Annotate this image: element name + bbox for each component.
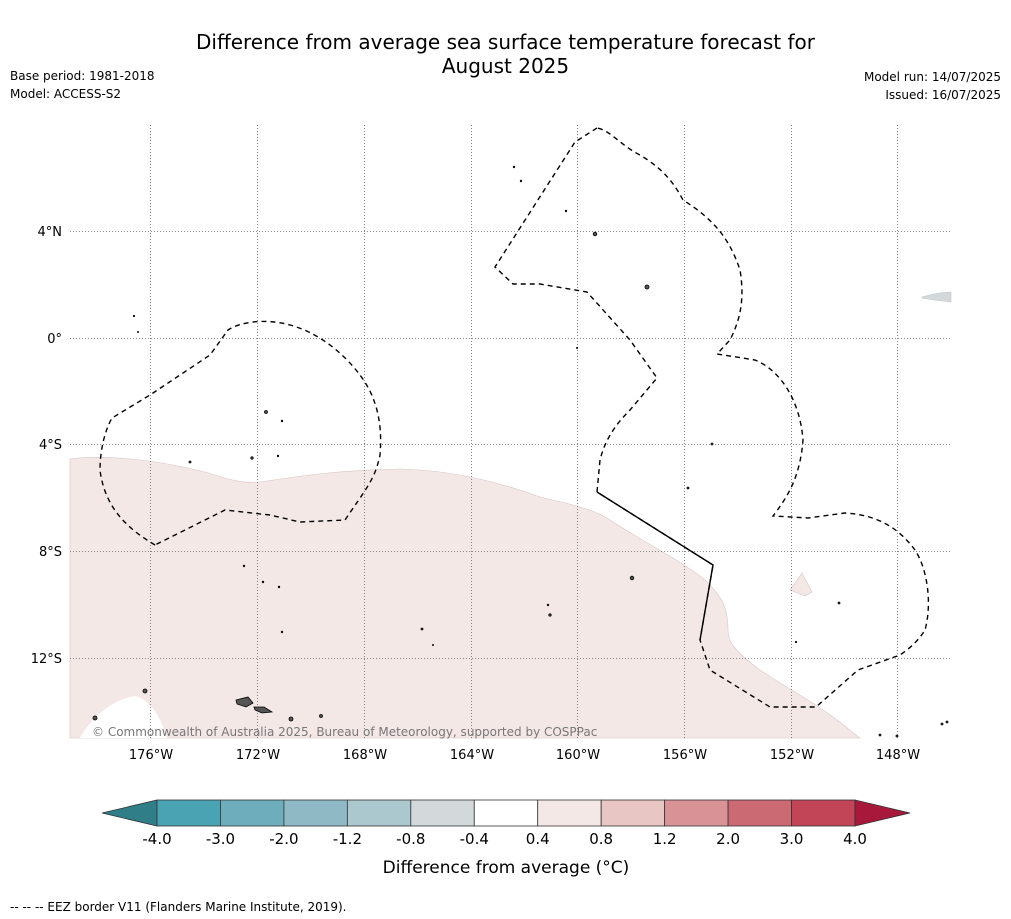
colorbar-tick-label: -4.0 <box>142 830 171 848</box>
colorbar <box>101 799 911 827</box>
colorbar-tick-label: 2.0 <box>716 830 740 848</box>
model-name: Model: ACCESS-S2 <box>10 87 122 101</box>
copyright-notice: © Commonwealth of Australia 2025, Bureau… <box>92 725 597 739</box>
near-average-region <box>80 696 167 738</box>
colorbar-segment <box>600 799 666 827</box>
colorbar-tick-label: 0.4 <box>526 830 550 848</box>
colorbar-tick-labels: -4.0 -3.0 -2.0 -1.2 -0.8 -0.4 0.4 0.8 1.2 2.0 3.0 4… <box>142 830 867 848</box>
lon-label-176w: 176°W <box>129 748 173 763</box>
colorbar-segment <box>727 799 792 827</box>
colorbar-title: Difference from average (°C) <box>383 858 630 878</box>
lon-label-160w: 160°W <box>556 748 600 763</box>
island-samoa-savaii <box>235 696 254 708</box>
colorbar-extend-high <box>854 799 911 827</box>
lon-label-168w: 168°W <box>343 748 387 763</box>
base-period: Base period: 1981-2018 <box>10 69 155 83</box>
model-run-date: Model run: 14/07/2025 <box>863 70 1001 84</box>
latitude-labels: 4°N 0° 4°S 8°S 12°S <box>31 225 62 667</box>
map-title: Difference from average sea surface temp… <box>0 30 1011 78</box>
lon-label-152w: 152°W <box>770 748 814 763</box>
eez-legend-note: -- -- -- EEZ border V11 (Flanders Marine… <box>10 900 347 914</box>
lat-label-12s: 12°S <box>31 652 62 667</box>
colorbar-tick-label: -1.2 <box>333 830 362 848</box>
colorbar-tick-label: 1.2 <box>653 830 677 848</box>
colorbar-segment <box>410 799 475 827</box>
colorbar-tick-label: -2.0 <box>269 830 298 848</box>
model-info: Base period: 1981-2018 Model: ACCESS-S2 <box>10 67 155 103</box>
gridlines <box>70 125 951 738</box>
islands <box>92 165 949 738</box>
island-samoa-upolu <box>253 706 274 714</box>
eez-border-west <box>99 320 382 546</box>
run-info: Model run: 14/07/2025 Issued: 16/07/2025 <box>864 68 1001 104</box>
lat-label-4s: 4°S <box>39 438 62 453</box>
lon-label-172w: 172°W <box>236 748 280 763</box>
colorbar-tick-label: 0.8 <box>589 830 613 848</box>
lon-label-148w: 148°W <box>876 748 920 763</box>
colorbar-tick-label: -0.4 <box>460 830 489 848</box>
colorbar-segment <box>664 799 729 827</box>
colorbar-extend-low <box>101 799 158 827</box>
lon-label-164w: 164°W <box>450 748 494 763</box>
colorbar-tick-label: 4.0 <box>843 830 867 848</box>
map-title-line1: Difference from average sea surface temp… <box>195 30 815 54</box>
map-title-line2: August 2025 <box>441 54 570 78</box>
anomaly-region <box>69 457 862 739</box>
eez-border-solid <box>596 491 714 641</box>
colorbar-segment <box>156 799 221 827</box>
anomaly-region-small <box>789 572 813 597</box>
colorbar-segment <box>283 799 348 827</box>
colorbar-segment <box>346 799 412 827</box>
colorbar-segment <box>791 799 856 827</box>
issued-date: Issued: 16/07/2025 <box>885 88 1001 102</box>
lat-label-0: 0° <box>47 332 62 347</box>
anomaly-region-east <box>921 291 952 303</box>
colorbar-tick-label: -3.0 <box>206 830 235 848</box>
colorbar-segment <box>473 799 539 827</box>
colorbar-tick-label: -0.8 <box>396 830 425 848</box>
eez-border-central <box>494 127 930 708</box>
longitude-labels: 176°W 172°W 168°W 164°W 160°W 156°W 152°… <box>129 748 920 763</box>
colorbar-segment <box>220 799 285 827</box>
eez-borders <box>99 127 930 708</box>
lat-label-8s: 8°S <box>39 545 62 560</box>
lon-label-156w: 156°W <box>663 748 707 763</box>
colorbar-segment <box>537 799 602 827</box>
lat-label-4n: 4°N <box>38 225 63 240</box>
colorbar-tick-label: 3.0 <box>780 830 804 848</box>
